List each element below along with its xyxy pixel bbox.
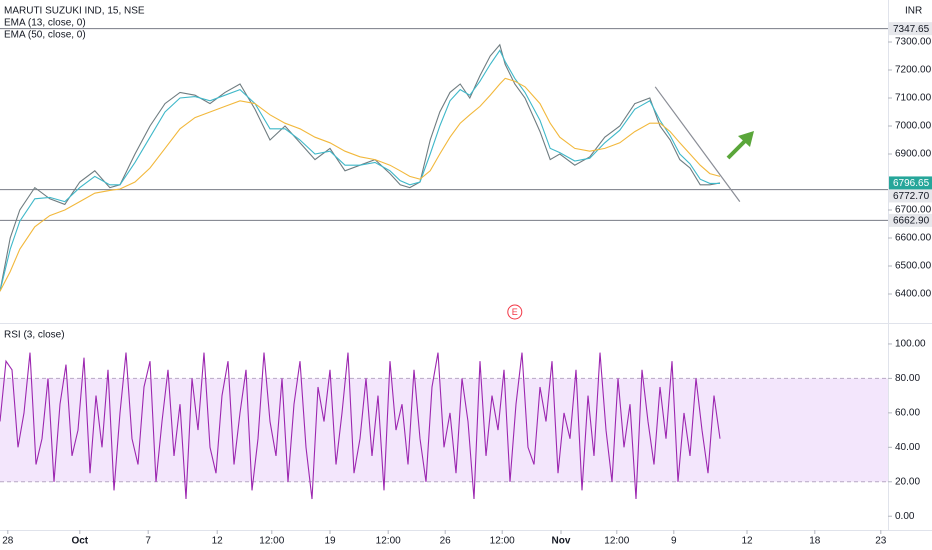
y-tick-label: 7100.00	[895, 93, 932, 104]
y-tick-label: 40.00	[895, 442, 920, 453]
y-tick-label: 6400.00	[895, 289, 932, 300]
symbol-title: MARUTI SUZUKI IND, 15, NSE	[4, 6, 145, 17]
x-tick-label: 9	[671, 536, 677, 547]
y-tick-label: 6900.00	[895, 149, 932, 160]
arrow	[726, 131, 754, 160]
level-label: 6772.70	[893, 191, 930, 202]
y-tick-label: 7200.00	[895, 65, 932, 76]
y-tick-label: 7000.00	[895, 121, 932, 132]
trendline	[654, 86, 741, 202]
y-tick-label: 80.00	[895, 373, 920, 384]
event-marker	[507, 304, 523, 320]
indicator-legend: EMA (13, close, 0)	[4, 18, 86, 29]
series-line	[0, 352, 721, 500]
x-tick-label: 12:00	[490, 536, 515, 547]
x-tick-label: 12	[212, 536, 224, 547]
x-tick-label: 12	[741, 536, 753, 547]
level-label: 6662.90	[893, 216, 930, 227]
y-tick-label: 6700.00	[895, 205, 932, 216]
x-tick-label: 23	[875, 536, 887, 547]
y-tick-label: 6500.00	[895, 261, 932, 272]
x-tick-label: 7	[145, 536, 151, 547]
level-label: 7347.65	[893, 24, 930, 35]
y-tick-label: 60.00	[895, 407, 920, 418]
x-tick-label: 18	[809, 536, 821, 547]
x-tick-label: 28	[2, 536, 14, 547]
y-tick-label: 100.00	[895, 339, 926, 350]
x-tick-label: 12:00	[604, 536, 629, 547]
x-tick-label: 26	[440, 536, 452, 547]
indicator-legend: EMA (50, close, 0)	[4, 30, 86, 41]
level-label-box	[889, 22, 932, 36]
level-label-box	[889, 189, 932, 203]
y-tick-label: 7300.00	[895, 37, 932, 48]
series-line	[0, 43, 721, 292]
y-tick-label: 6600.00	[895, 233, 932, 244]
last-price-label-box	[889, 176, 932, 190]
series-line	[0, 49, 720, 292]
rsi-title: RSI (3, close)	[4, 330, 65, 341]
x-tick-label: Nov	[552, 536, 571, 547]
event-label: E	[512, 307, 518, 317]
y-tick-label: 0.00	[895, 511, 915, 522]
arrow-head	[738, 131, 754, 147]
currency: INR	[905, 6, 922, 17]
series-line	[0, 77, 721, 292]
x-tick-label: 19	[324, 536, 336, 547]
x-tick-label: 12:00	[259, 536, 284, 547]
y-tick-label: 20.00	[895, 476, 920, 487]
x-tick-label: Oct	[71, 536, 88, 547]
last-price-label: 6796.65	[893, 178, 930, 189]
level-label-box	[889, 213, 932, 227]
x-tick-label: 12:00	[376, 536, 401, 547]
rsi-band	[0, 378, 888, 482]
